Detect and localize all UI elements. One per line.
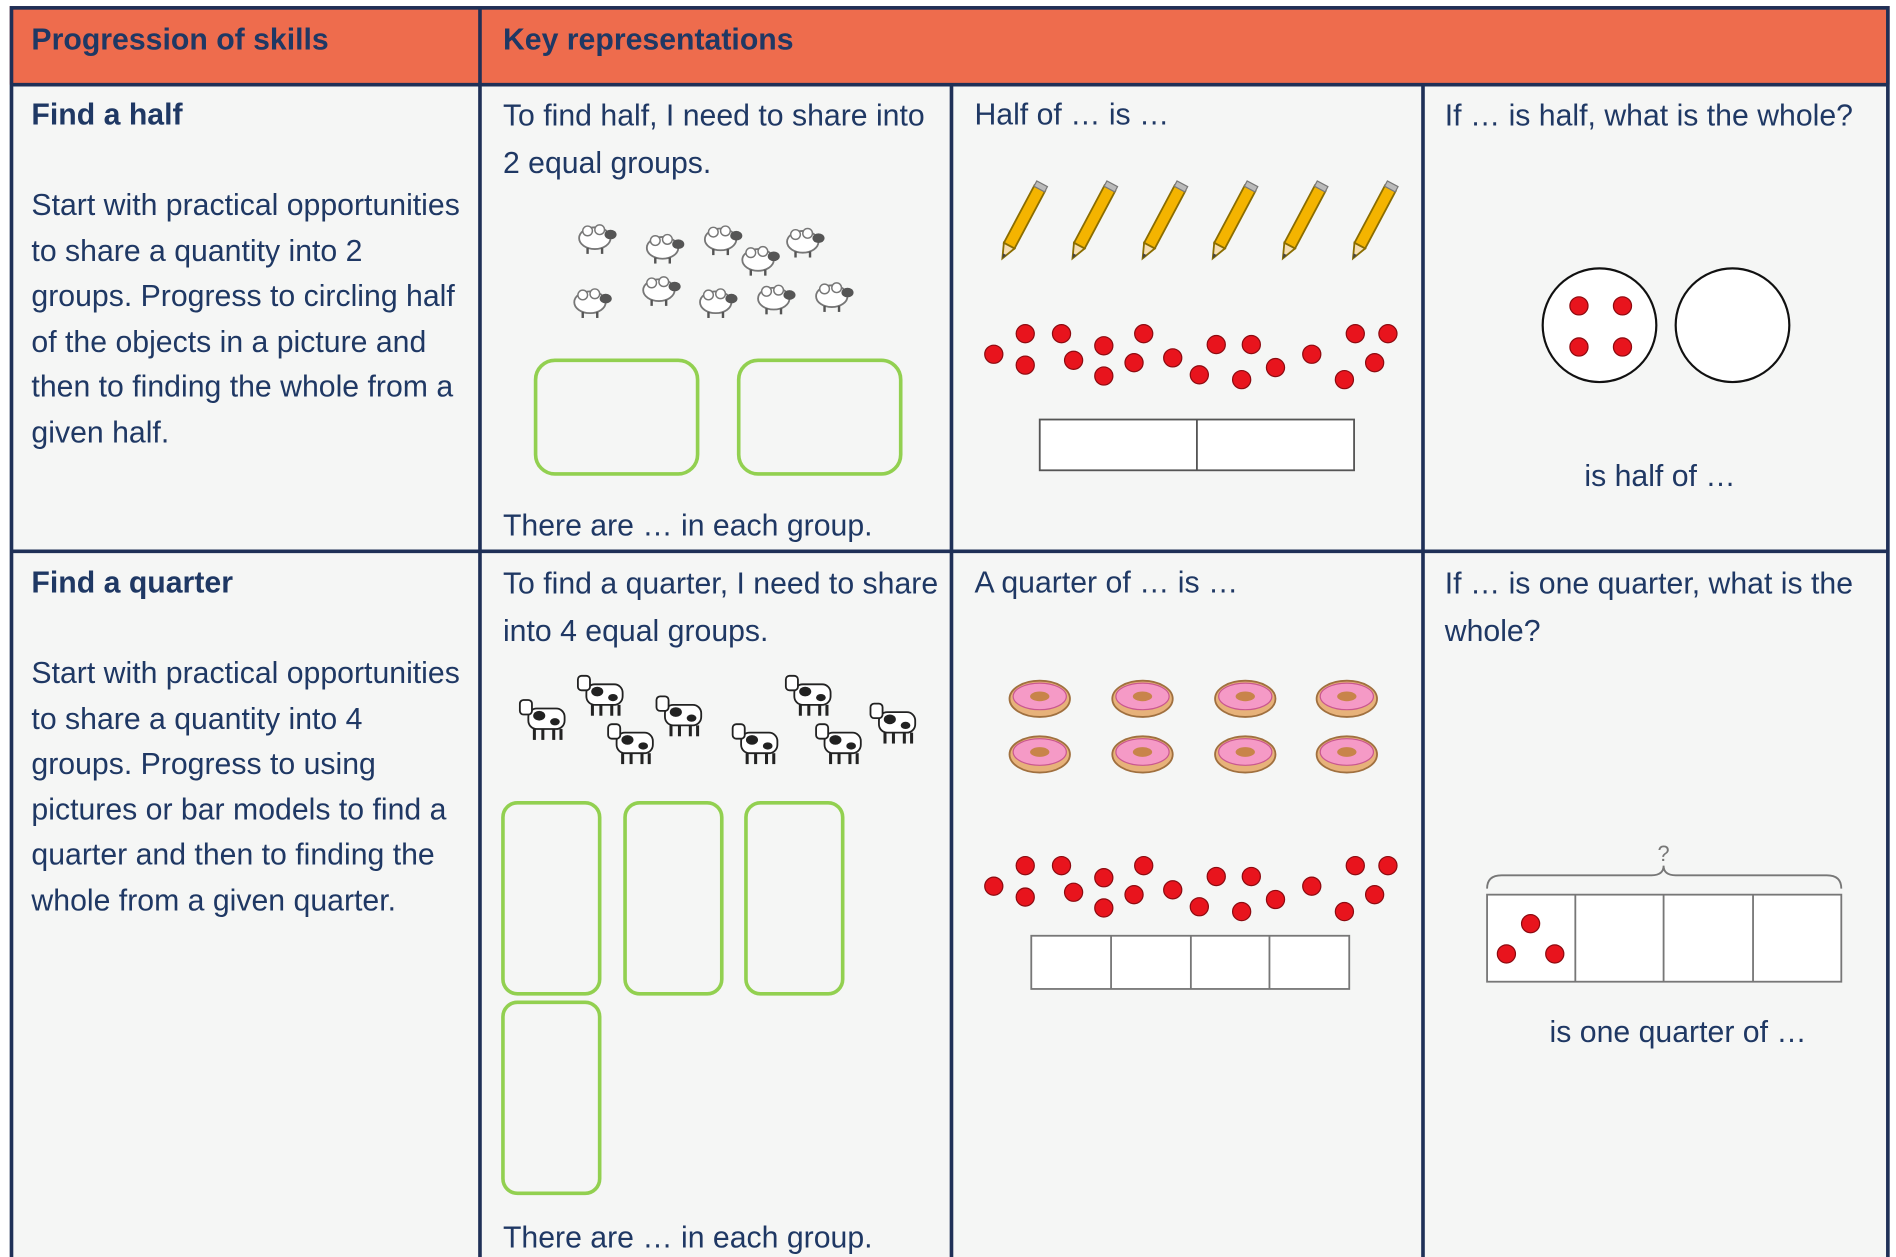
caption: There are … in each group.: [502, 1221, 873, 1255]
caption: is one quarter of …: [1549, 1015, 1807, 1050]
half-circles: [1541, 267, 1791, 384]
header-text: Progression of skills: [31, 22, 329, 57]
skill-text: Start with practical opportunities to sh…: [31, 656, 460, 918]
prompt: To find half, I need to share into 2 equ…: [502, 99, 925, 181]
caption: There are … in each group.: [502, 508, 873, 543]
group-boxes: [501, 800, 845, 1196]
group-boxes: [533, 358, 903, 476]
prompt: If … is half, what is the whole?: [1444, 99, 1854, 133]
prompt: If … is one quarter, what is the whole?: [1444, 567, 1854, 649]
skill-title: Find a quarter: [31, 565, 233, 600]
skill-text: Start with practical opportunities to sh…: [31, 188, 460, 450]
header-text: Key representations: [502, 22, 794, 57]
prompt: Half of … is …: [974, 97, 1170, 132]
table-borders: [9, 6, 1890, 1257]
caption: is half of …: [1584, 459, 1736, 494]
unknown-label: ?: [1658, 841, 1670, 866]
header-row: [9, 6, 1890, 85]
skill-title: Find a half: [31, 97, 183, 132]
bar-model-whole: [1486, 865, 1843, 983]
bar-model-quarters: [1030, 934, 1351, 990]
bar-model-halves: [1038, 418, 1355, 472]
prompt: A quarter of … is …: [974, 565, 1239, 600]
prompt: To find a quarter, I need to share into …: [502, 567, 939, 649]
